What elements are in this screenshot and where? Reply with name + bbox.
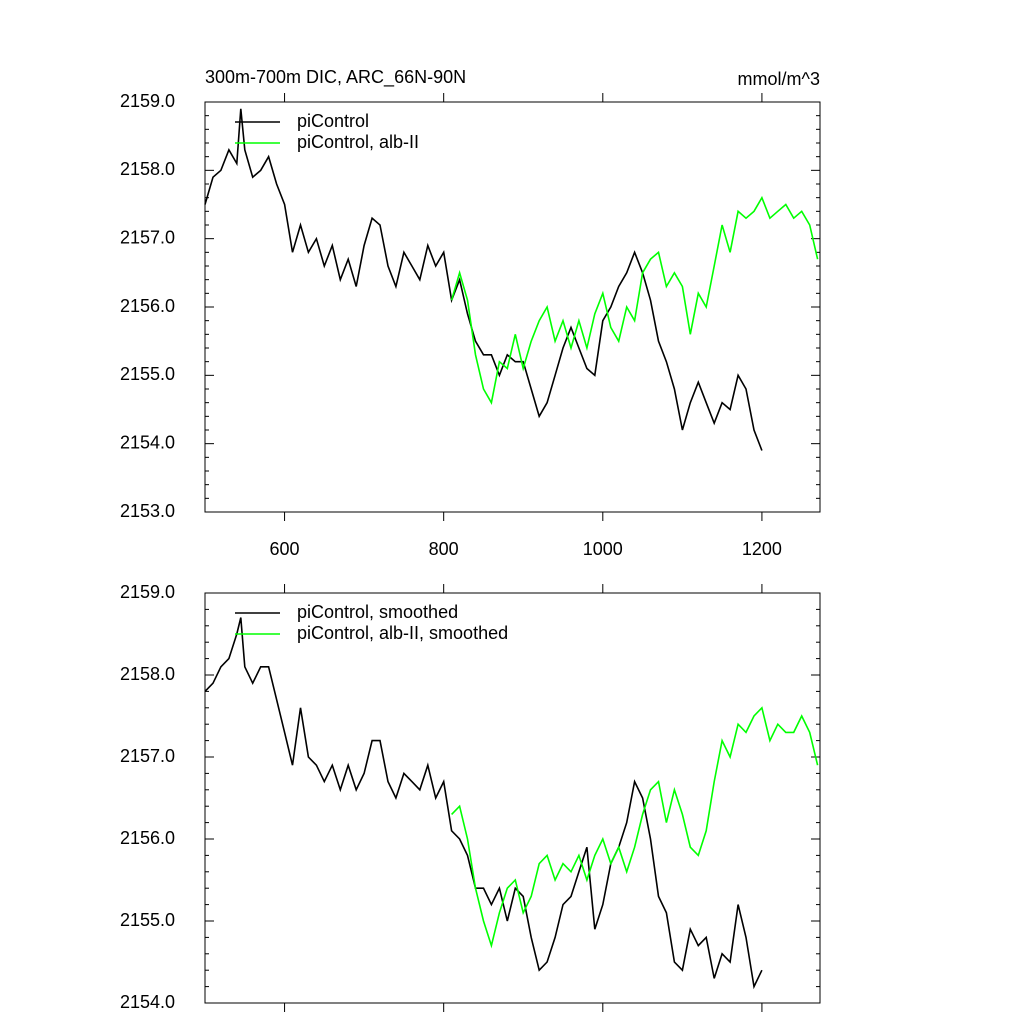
y-tick-label: 2157.0 xyxy=(120,227,175,247)
x-tick-label: 600 xyxy=(270,539,300,559)
data-line xyxy=(451,706,819,949)
y-tick-label: 2156.0 xyxy=(120,296,175,316)
x-tick-label: 1200 xyxy=(742,539,782,559)
legend-label: piControl, alb-II xyxy=(297,132,419,152)
y-tick-label: 2154.0 xyxy=(120,432,175,452)
chart-title: 300m-700m DIC, ARC_66N-90N xyxy=(205,67,466,88)
y-tick-label: 2159.0 xyxy=(120,582,175,602)
data-line xyxy=(204,108,763,451)
data-line xyxy=(204,617,763,990)
y-tick-label: 2159.0 xyxy=(120,91,175,111)
legend-label: piControl, smoothed xyxy=(297,602,458,622)
y-tick-label: 2158.0 xyxy=(120,159,175,179)
plot-frame xyxy=(204,101,821,513)
legend-label: piControl, alb-II, smoothed xyxy=(297,623,508,643)
plot-frame xyxy=(204,592,821,1004)
y-tick-label: 2155.0 xyxy=(120,910,175,930)
y-tick-label: 2153.0 xyxy=(120,501,175,521)
y-tick-label: 2156.0 xyxy=(120,828,175,848)
data-line xyxy=(450,195,819,405)
x-tick-label: 800 xyxy=(429,539,459,559)
units-label: mmol/m^3 xyxy=(738,69,820,89)
y-tick-label: 2157.0 xyxy=(120,746,175,766)
legend-label: piControl xyxy=(297,111,369,131)
y-tick-label: 2158.0 xyxy=(120,664,175,684)
x-tick-label: 1000 xyxy=(583,539,623,559)
y-tick-label: 2155.0 xyxy=(120,364,175,384)
y-tick-label: 2154.0 xyxy=(120,992,175,1012)
